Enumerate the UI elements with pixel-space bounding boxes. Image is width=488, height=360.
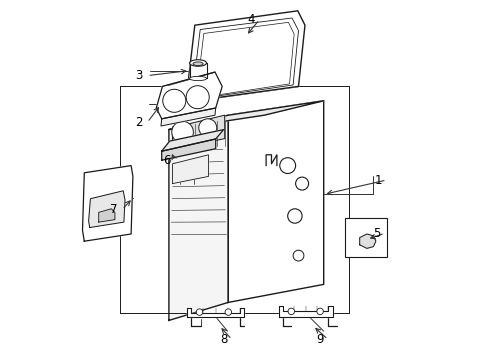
Circle shape [224,309,231,315]
Text: 5: 5 [372,227,380,240]
Bar [345,218,386,257]
Polygon shape [187,11,305,101]
Circle shape [199,119,216,137]
Text: 3: 3 [135,69,142,82]
Polygon shape [168,101,323,130]
Polygon shape [189,63,206,78]
Polygon shape [186,308,244,317]
Text: 8: 8 [220,333,227,346]
Circle shape [163,89,185,112]
Text: 4: 4 [247,13,255,26]
Ellipse shape [189,76,206,81]
Circle shape [287,308,294,315]
Polygon shape [168,115,228,320]
Circle shape [186,86,209,109]
Ellipse shape [193,62,203,66]
Polygon shape [172,115,224,149]
Polygon shape [99,209,115,222]
Circle shape [171,121,193,143]
Polygon shape [88,191,125,228]
Text: 6: 6 [163,154,170,167]
Circle shape [292,250,303,261]
Ellipse shape [189,60,206,66]
Polygon shape [162,130,223,151]
Text: 1: 1 [374,174,382,186]
Polygon shape [359,234,375,248]
Polygon shape [161,108,215,126]
Polygon shape [162,139,215,160]
Polygon shape [156,72,222,119]
Text: 2: 2 [135,116,142,129]
Circle shape [287,209,302,223]
Circle shape [279,158,295,174]
Polygon shape [228,101,323,302]
Circle shape [295,177,308,190]
Text: 9: 9 [316,333,323,346]
Polygon shape [172,155,208,184]
Polygon shape [82,166,133,241]
Circle shape [316,308,323,315]
Polygon shape [278,306,332,317]
Circle shape [196,309,203,315]
Text: 7: 7 [110,203,118,216]
